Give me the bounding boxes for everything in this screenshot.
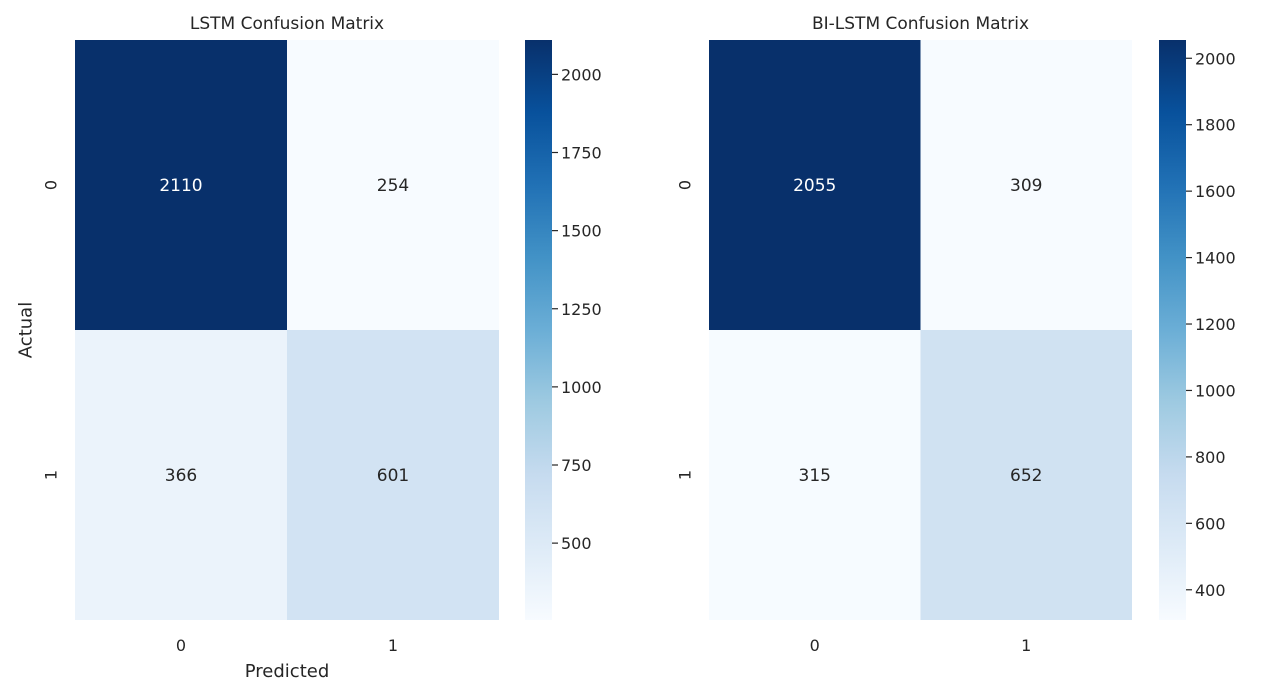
cell-annotation: 601 bbox=[377, 466, 409, 486]
colorbar-tick-label: 400 bbox=[1195, 581, 1226, 600]
y-tick-label: 1 bbox=[676, 470, 695, 480]
colorbar-tick-label: 1400 bbox=[1195, 249, 1236, 268]
heatmap-cell bbox=[75, 40, 287, 330]
colorbar-tick-label: 800 bbox=[1195, 448, 1226, 467]
cell-annotation: 366 bbox=[165, 466, 197, 486]
y-tick-label: 0 bbox=[676, 180, 695, 190]
colorbar bbox=[525, 40, 552, 620]
colorbar-tick-label: 1750 bbox=[561, 144, 602, 163]
lstm-confusion-matrix: 2110 254 366 601 LSTM Confusion Matrix 0 1 0 1 Pr… bbox=[16, 14, 602, 682]
cell-annotation: 2055 bbox=[793, 176, 836, 196]
x-tick-label: 0 bbox=[810, 636, 820, 655]
chart-title: BI-LSTM Confusion Matrix bbox=[812, 14, 1029, 34]
colorbar-tick-label: 2000 bbox=[1195, 49, 1236, 68]
colorbar-tick-label: 1500 bbox=[561, 222, 602, 241]
x-tick-label: 0 bbox=[176, 636, 186, 655]
colorbar-tick-label: 1250 bbox=[561, 300, 602, 319]
colorbar-tick-label: 1000 bbox=[1195, 381, 1236, 400]
heatmap-cell bbox=[75, 330, 287, 620]
colorbar-tick-label: 2000 bbox=[561, 65, 602, 84]
x-tick-label: 1 bbox=[1021, 636, 1031, 655]
x-tick-label: 1 bbox=[388, 636, 398, 655]
y-axis-label: Actual bbox=[16, 302, 37, 358]
colorbar-tick-label: 500 bbox=[561, 534, 592, 553]
colorbar-tick-label: 1600 bbox=[1195, 182, 1236, 201]
colorbar-tick-label: 600 bbox=[1195, 514, 1226, 533]
heatmap-cell bbox=[920, 40, 1132, 330]
heatmap-cell bbox=[709, 330, 921, 620]
y-tick-label: 1 bbox=[42, 470, 61, 480]
heatmap-cell bbox=[287, 40, 499, 330]
y-tick-label: 0 bbox=[42, 180, 61, 190]
cell-annotation: 652 bbox=[1010, 466, 1042, 486]
cell-annotation: 254 bbox=[377, 176, 409, 196]
cell-annotation: 2110 bbox=[159, 176, 202, 196]
colorbar-tick-label: 1200 bbox=[1195, 315, 1236, 334]
cell-annotation: 315 bbox=[799, 466, 831, 486]
x-axis-label: Predicted bbox=[245, 661, 330, 682]
colorbar-tick-label: 750 bbox=[561, 456, 592, 475]
heatmap-cell bbox=[920, 330, 1132, 620]
colorbar-tick-label: 1800 bbox=[1195, 116, 1236, 135]
cell-annotation: 309 bbox=[1010, 176, 1042, 196]
colorbar bbox=[1159, 40, 1186, 620]
chart-title: LSTM Confusion Matrix bbox=[190, 14, 384, 34]
heatmap-cell bbox=[709, 40, 921, 330]
heatmap-cell bbox=[287, 330, 499, 620]
colorbar-tick-label: 1000 bbox=[561, 378, 602, 397]
